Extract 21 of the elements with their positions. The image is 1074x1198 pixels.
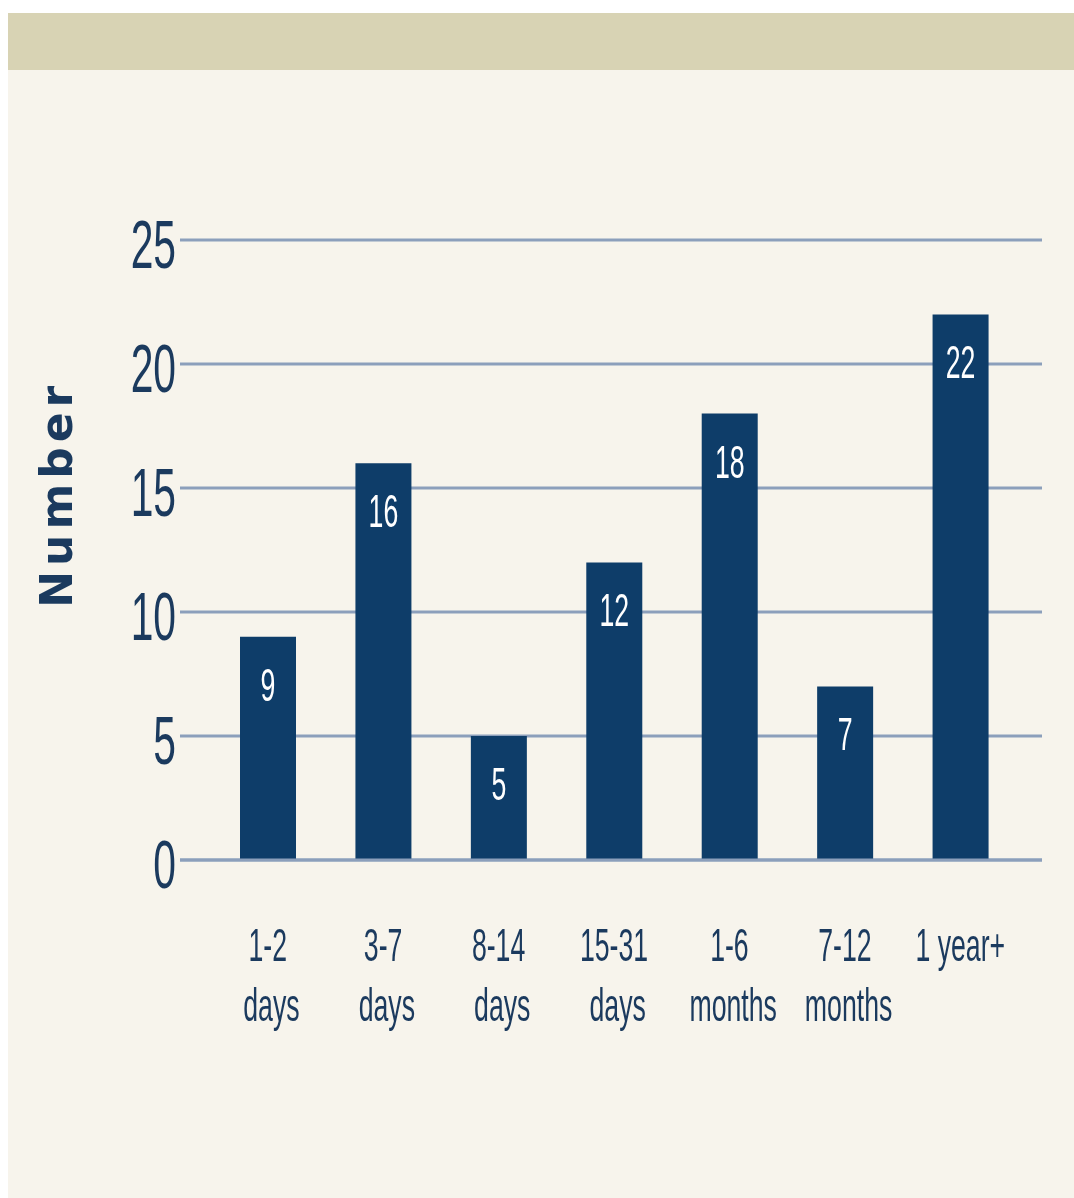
y-tick-label: 25 <box>130 205 176 283</box>
x-tick-label: 7-12 months <box>797 919 893 1031</box>
x-tick-label: 8-14 days <box>466 919 531 1031</box>
y-axis-title: Number <box>31 380 83 608</box>
x-tick-label: 1-6 months <box>681 919 777 1031</box>
data-label: 18 <box>714 435 745 488</box>
x-tick-label: 1 year+ <box>915 919 1006 971</box>
y-tick-label: 20 <box>130 329 176 407</box>
y-tick-label: 5 <box>153 701 176 779</box>
data-label: 5 <box>491 758 507 810</box>
data-label: 12 <box>599 584 630 637</box>
x-tick-label: 1-2 days <box>235 919 300 1031</box>
data-label: 22 <box>945 336 976 389</box>
y-tick-label: 10 <box>130 577 176 655</box>
data-label: 9 <box>260 659 276 711</box>
x-tick-label: 15-31 days <box>579 919 649 1031</box>
y-tick-label: 15 <box>130 453 176 531</box>
x-tick-label: 3-7 days <box>351 919 416 1031</box>
data-label: 7 <box>837 708 853 761</box>
y-tick-label: 0 <box>153 825 176 903</box>
data-label: 16 <box>368 485 399 537</box>
